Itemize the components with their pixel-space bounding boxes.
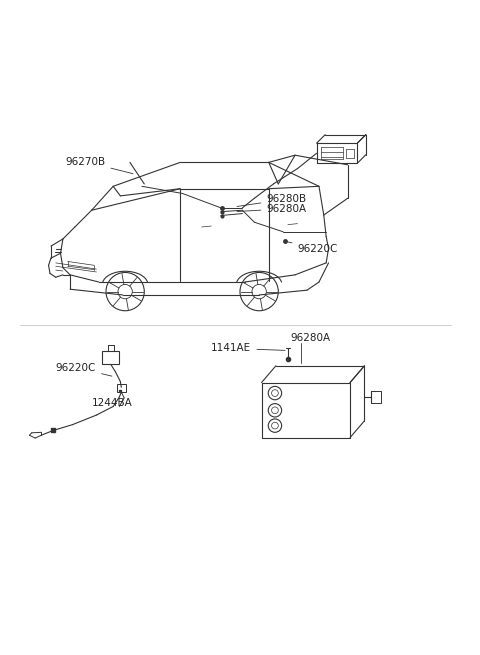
Text: 96220C: 96220C — [56, 363, 112, 376]
Text: 96280A: 96280A — [237, 204, 306, 214]
Text: 96220C: 96220C — [288, 242, 338, 254]
Text: 96270B: 96270B — [65, 157, 133, 174]
FancyBboxPatch shape — [371, 391, 381, 403]
Text: 1244BA: 1244BA — [92, 392, 132, 407]
Text: 96280A: 96280A — [290, 333, 330, 343]
FancyBboxPatch shape — [117, 384, 126, 392]
Text: 96280B: 96280B — [237, 194, 306, 206]
FancyBboxPatch shape — [102, 351, 120, 364]
Text: 1141AE: 1141AE — [211, 343, 285, 354]
